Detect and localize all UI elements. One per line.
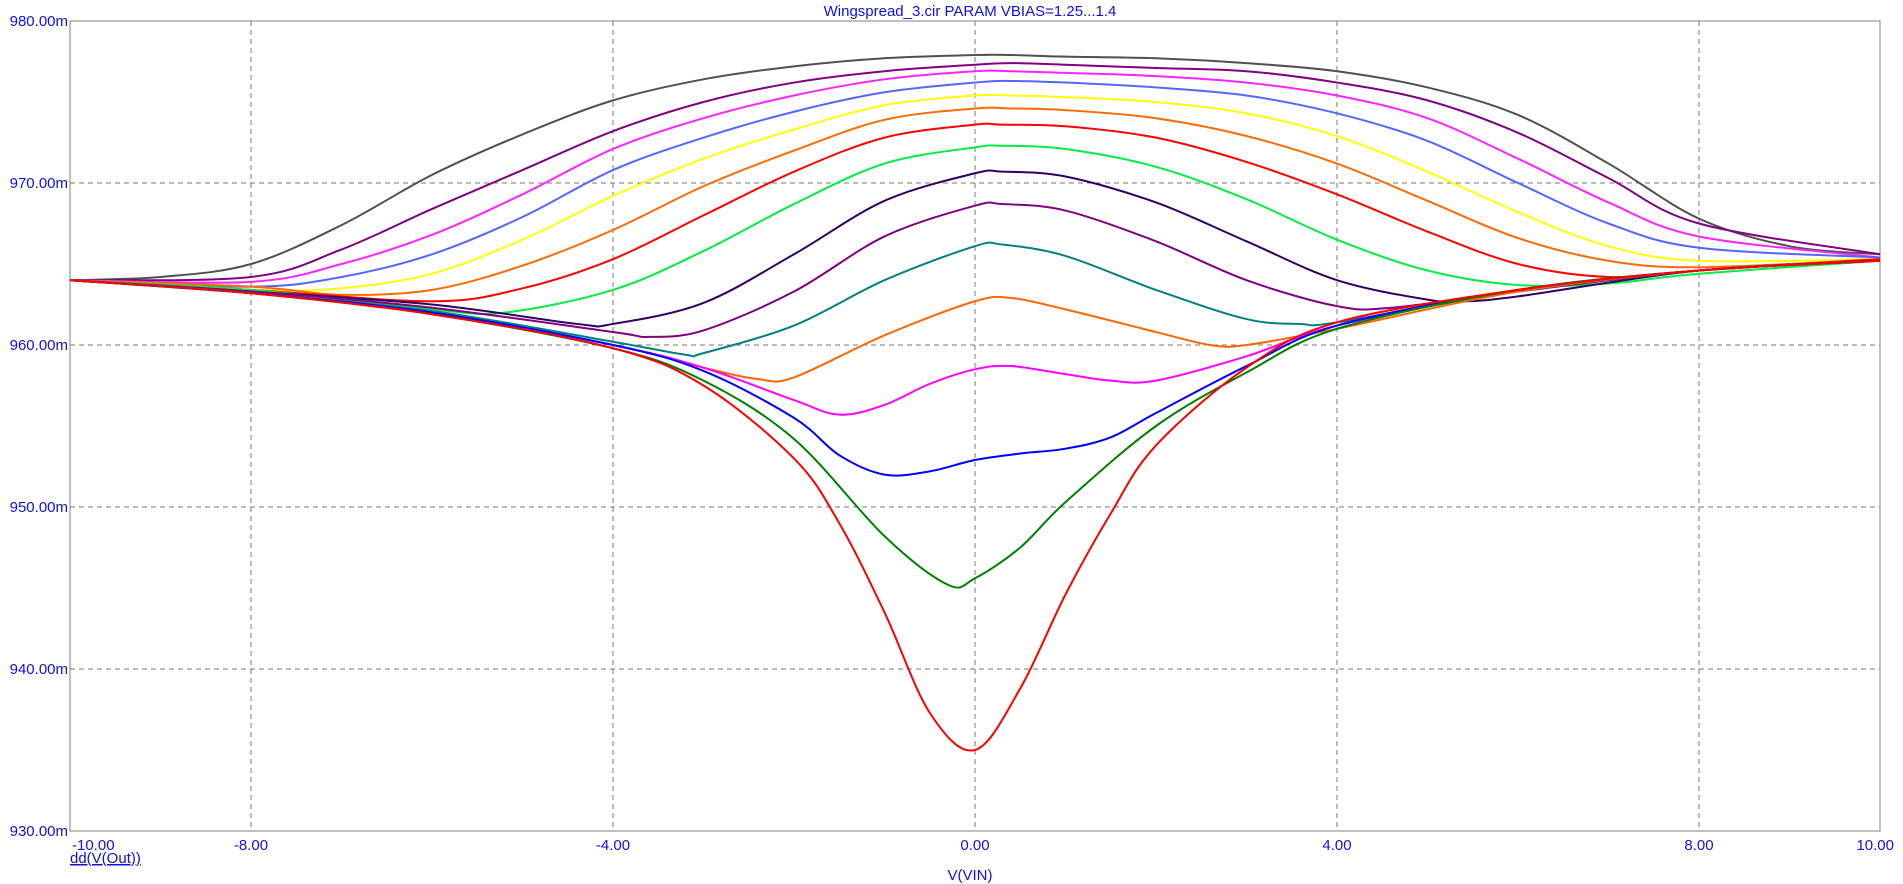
chart-title: Wingspread_3.cir PARAM VBIAS=1.25...1.4 (824, 3, 1117, 20)
y-tick-label: 960.00m (10, 337, 68, 354)
x-tick-label: -8.00 (234, 837, 268, 854)
x-tick-label: 10.00 (1856, 837, 1894, 854)
x-tick-label: 0.00 (960, 837, 989, 854)
x-tick-label: 8.00 (1684, 837, 1713, 854)
plot-frame (69, 20, 1881, 832)
series-line (69, 106, 1881, 296)
y-tick-label: 930.00m (10, 823, 68, 840)
x-tick-label: -4.00 (596, 837, 630, 854)
y-tick-label: 980.00m (10, 13, 68, 30)
x-tick-labels: -10.00 -8.00 -4.00 0.00 4.00 8.00 10.00 (72, 837, 1894, 854)
x-tick-label: -10.00 (72, 837, 115, 854)
series-line (69, 79, 1881, 288)
y-tick-labels: 930.00m 940.00m 950.00m 960.00m 970.00m 980.0… (10, 13, 68, 840)
series-line (69, 62, 1881, 282)
series-line (69, 259, 1881, 752)
series-line (69, 169, 1881, 328)
x-axis-label: V(VIN) (948, 867, 993, 884)
series-line (69, 53, 1881, 282)
series-layer (69, 53, 1881, 752)
series-line (69, 122, 1881, 303)
y-axis-label: dd(V(Out)) (70, 850, 141, 867)
grid (70, 21, 1880, 831)
series-line (69, 93, 1881, 292)
series-line (69, 69, 1881, 284)
y-tick-label: 940.00m (10, 661, 68, 678)
x-tick-label: 4.00 (1322, 837, 1351, 854)
y-tick-label: 950.00m (10, 499, 68, 516)
y-tick-label: 970.00m (10, 175, 68, 192)
